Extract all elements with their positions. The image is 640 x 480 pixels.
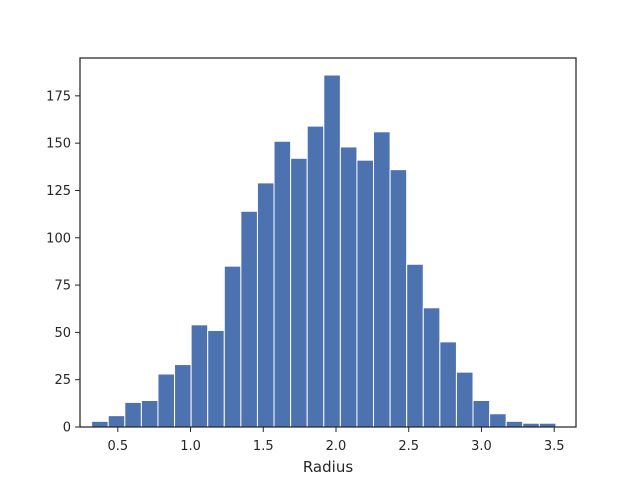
histogram-bar [107,415,126,428]
histogram-bar [455,371,474,428]
histogram-bar [91,420,109,428]
histogram-bar [157,373,176,428]
histogram-bar [240,210,258,428]
x-tick-label: 3.5 [544,439,565,454]
histogram-bar [190,324,209,428]
plot-frame [79,57,577,428]
histogram-bar [356,159,375,428]
x-tick-label: 0.5 [107,439,128,454]
x-tick-label: 1.0 [180,439,201,454]
y-axis-ticks: 0 25 50 75 100 125 150 175 [46,89,80,436]
x-axis-label: Radius [303,458,353,476]
histogram-bar [439,341,457,428]
y-tick-label: 125 [46,184,71,199]
y-tick-label: 75 [54,279,71,294]
histogram-bar [422,307,441,428]
y-tick-label: 50 [54,326,71,341]
histogram-bar [174,364,192,428]
histogram-bar [323,74,341,428]
y-tick-label: 25 [54,373,71,388]
x-tick-label: 3.0 [471,439,492,454]
histogram-bar [472,400,491,428]
histogram-bar [140,400,159,428]
histogram-bar [273,140,292,428]
histogram-bar [207,329,225,428]
histogram-bar [256,182,275,428]
histogram-bar [223,265,242,428]
x-tick-label: 2.0 [326,439,347,454]
y-tick-label: 175 [46,89,71,104]
y-tick-label: 150 [46,137,71,152]
histogram-bar [124,401,142,428]
histogram-bar [290,157,308,428]
bars-group [91,74,557,428]
y-tick-label: 0 [63,421,71,436]
histogram-bar [373,131,391,428]
histogram-bar [505,420,524,428]
y-tick-label: 100 [46,231,71,246]
histogram-bar [339,146,358,428]
x-tick-label: 2.5 [398,439,419,454]
histogram-bar [489,413,507,428]
x-tick-label: 1.5 [253,439,274,454]
x-axis-ticks: 0.5 1.0 1.5 2.0 2.5 3.0 3.5 [107,427,565,454]
histogram-bar [389,169,408,428]
histogram-bar [306,125,325,428]
histogram-bar [406,263,424,428]
